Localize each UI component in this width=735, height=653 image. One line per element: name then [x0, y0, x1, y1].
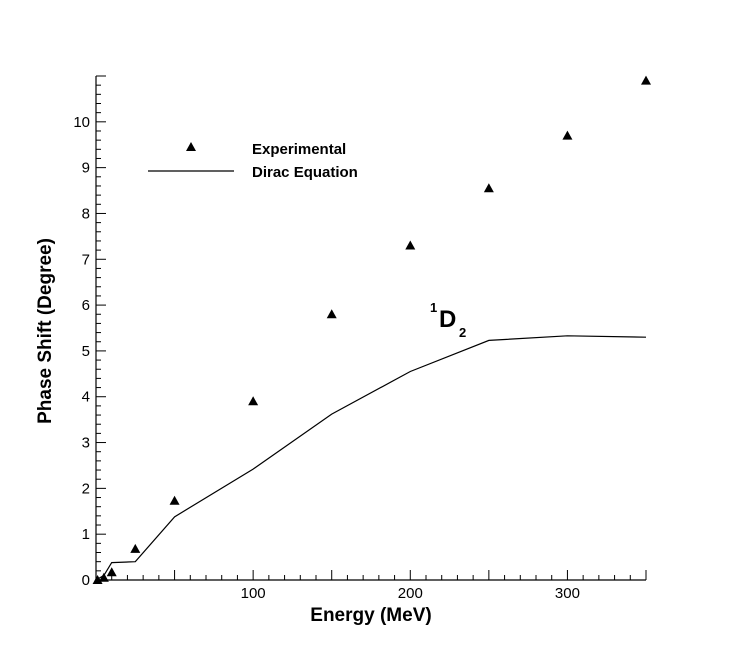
- legend-label-experimental: Experimental: [252, 141, 346, 158]
- y-tick-label: 6: [82, 297, 90, 314]
- x-axis-ticks: 100 200 300: [95, 570, 647, 602]
- x-axis-title: Energy (MeV): [310, 605, 431, 626]
- legend: Experimental Dirac Equation: [148, 141, 358, 181]
- y-tick-label: 5: [82, 343, 90, 360]
- x-tick-label: 200: [398, 585, 423, 602]
- y-tick-label: 9: [82, 160, 90, 177]
- experimental-point: [98, 572, 109, 582]
- experimental-point: [92, 575, 103, 584]
- annotation-main: D: [439, 306, 456, 333]
- y-tick-label: 0: [82, 572, 90, 589]
- experimental-point: [169, 495, 180, 505]
- experimental-point: [130, 543, 141, 553]
- legend-marker-experimental: [186, 142, 196, 151]
- experimental-point: [405, 240, 416, 250]
- x-tick-label: 300: [555, 585, 580, 602]
- experimental-point: [106, 567, 117, 577]
- y-tick-label: 2: [82, 480, 90, 497]
- experimental-point: [641, 75, 651, 85]
- annotation-subscript: 2: [459, 325, 466, 340]
- y-axis-ticks: 0 1 2 3 4 5 6 7 8 9 10: [73, 75, 106, 589]
- experimental-point: [326, 309, 337, 319]
- y-tick-label: 1: [82, 526, 90, 543]
- experimental-point: [483, 183, 494, 193]
- y-tick-label: 7: [82, 251, 90, 268]
- x-tick-label: 100: [241, 585, 266, 602]
- y-tick-label: 10: [73, 114, 90, 131]
- experimental-point: [248, 396, 259, 406]
- y-axis-title: Phase Shift (Degree): [35, 238, 56, 424]
- partial-wave-annotation: 1 D 2: [430, 300, 466, 340]
- annotation-superscript: 1: [430, 300, 437, 315]
- experimental-point: [562, 130, 573, 140]
- dirac-equation-series: [95, 335, 647, 581]
- experimental-series: [92, 75, 651, 584]
- y-tick-label: 3: [82, 435, 90, 452]
- legend-label-dirac: Dirac Equation: [252, 164, 358, 181]
- y-tick-label: 8: [82, 205, 90, 222]
- dirac-equation-line: [95, 335, 647, 581]
- axes: [95, 76, 646, 581]
- y-tick-label: 4: [82, 389, 90, 406]
